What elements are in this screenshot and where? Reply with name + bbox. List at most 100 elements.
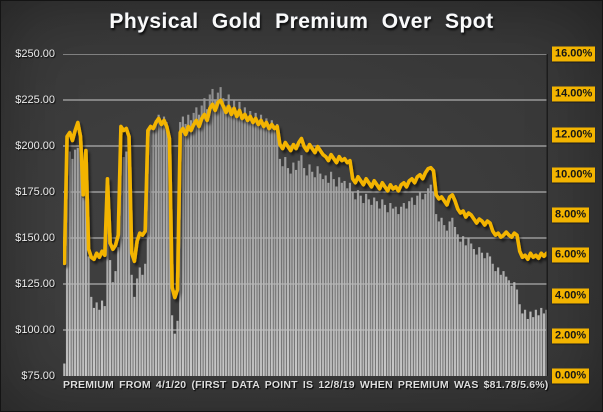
premium-dollar-bar bbox=[499, 274, 502, 376]
premium-dollar-bar bbox=[160, 123, 163, 376]
right-axis-tick-label: 16.00% bbox=[552, 46, 596, 62]
premium-dollar-bar bbox=[122, 157, 125, 376]
premium-dollar-bar bbox=[540, 307, 543, 376]
premium-dollar-bar bbox=[173, 333, 176, 376]
premium-dollar-bar bbox=[421, 199, 424, 376]
premium-dollar-bar bbox=[475, 254, 478, 376]
left-axis-tick-label: $75.00 bbox=[21, 370, 55, 382]
premium-dollar-bar bbox=[278, 158, 281, 376]
premium-dollar-bar bbox=[100, 300, 104, 376]
premium-dollar-bar bbox=[125, 151, 128, 376]
premium-dollar-bar bbox=[432, 192, 435, 376]
premium-dollar-bar bbox=[95, 302, 98, 376]
premium-dollar-bar bbox=[497, 267, 500, 376]
premium-dollar-bar bbox=[76, 147, 79, 376]
premium-dollar-bar bbox=[141, 274, 144, 376]
premium-dollar-bar bbox=[440, 217, 443, 376]
premium-dollar-bar bbox=[507, 280, 510, 376]
premium-dollar-bar bbox=[356, 190, 360, 376]
premium-dollar-bar bbox=[429, 184, 432, 376]
premium-dollar-bar bbox=[534, 309, 537, 376]
premium-dollar-bar bbox=[68, 151, 71, 376]
premium-dollar-bar bbox=[82, 197, 85, 376]
premium-dollar-bar bbox=[324, 175, 327, 376]
premium-dollar-bar bbox=[127, 160, 131, 376]
premium-dollar-bar bbox=[214, 100, 217, 376]
premium-dollar-bar bbox=[340, 182, 343, 376]
premium-dollar-bar bbox=[370, 204, 373, 376]
premium-dollar-bar bbox=[391, 208, 395, 376]
premium-dollar-bar bbox=[537, 315, 540, 376]
premium-dollar-bar bbox=[251, 120, 255, 376]
premium-dollar-bar bbox=[222, 98, 225, 376]
premium-dollar-bar bbox=[206, 109, 209, 376]
premium-dollar-bar bbox=[146, 133, 149, 376]
premium-dollar-bar bbox=[316, 166, 319, 376]
premium-dollar-bar bbox=[346, 188, 349, 376]
premium-dollar-bar bbox=[284, 157, 287, 376]
premium-dollar-bar bbox=[381, 199, 384, 376]
premium-dollar-bar bbox=[448, 221, 451, 376]
premium-dollar-bar bbox=[327, 182, 330, 376]
premium-dollar-bar bbox=[445, 230, 449, 376]
premium-dollar-bar bbox=[300, 155, 303, 376]
premium-dollar-bar bbox=[187, 114, 190, 376]
premium-dollar-bar bbox=[265, 118, 268, 376]
premium-dollar-bar bbox=[133, 296, 136, 376]
premium-dollar-bar bbox=[416, 195, 419, 376]
premium-dollar-bar bbox=[203, 98, 206, 376]
premium-dollar-bar bbox=[305, 175, 308, 376]
premium-dollar-bar bbox=[154, 120, 158, 376]
left-axis-tick-label: $250.00 bbox=[15, 48, 55, 60]
premium-dollar-bar bbox=[227, 94, 230, 376]
premium-dollar-bar bbox=[394, 206, 397, 376]
plot-area bbox=[63, 54, 548, 376]
premium-dollar-bar bbox=[332, 179, 335, 376]
premium-dollar-bar bbox=[470, 243, 473, 376]
premium-dollar-bar bbox=[103, 306, 106, 376]
premium-dollar-bar bbox=[378, 208, 381, 376]
right-axis-tick-label: 0.00% bbox=[552, 368, 590, 384]
premium-dollar-bar bbox=[273, 127, 276, 376]
premium-dollar-bar bbox=[542, 313, 546, 376]
premium-dollar-bar bbox=[410, 197, 413, 376]
right-axis-tick-label: 10.00% bbox=[552, 167, 596, 183]
premium-dollar-bar bbox=[114, 271, 117, 376]
premium-dollar-bar bbox=[138, 267, 141, 376]
premium-dollar-bar bbox=[184, 123, 187, 376]
premium-dollar-bar bbox=[435, 214, 438, 376]
premium-dollar-bar bbox=[241, 114, 244, 376]
premium-dollar-bar bbox=[179, 122, 182, 376]
premium-dollar-bar bbox=[480, 252, 484, 376]
premium-dollar-bar bbox=[181, 116, 184, 376]
premium-dollar-bar bbox=[472, 249, 475, 376]
premium-dollar-bar bbox=[197, 114, 201, 376]
premium-dollar-bar bbox=[335, 186, 338, 376]
premium-dollar-bar bbox=[136, 278, 139, 376]
premium-dollar-bar bbox=[216, 92, 219, 376]
right-axis-tick-label: 6.00% bbox=[552, 247, 590, 263]
premium-dollar-bar bbox=[427, 188, 430, 376]
premium-dollar-bar bbox=[313, 177, 316, 376]
premium-dollar-bar bbox=[157, 114, 160, 376]
premium-dollar-bar bbox=[521, 313, 524, 376]
premium-dollar-bar bbox=[319, 173, 322, 376]
left-axis-tick-label: $150.00 bbox=[15, 232, 55, 244]
left-axis-tick-label: $225.00 bbox=[15, 94, 55, 106]
chart-title: Physical Gold Premium Over Spot bbox=[109, 10, 494, 33]
premium-dollar-bar bbox=[437, 221, 440, 376]
premium-dollar-bar bbox=[84, 164, 87, 376]
premium-dollar-bar bbox=[238, 101, 241, 376]
premium-dollar-bar bbox=[502, 271, 505, 376]
chart-caption: PREMIUM FROM 4/1/20 (FIRST DATA POINT IS… bbox=[63, 379, 549, 391]
premium-dollar-bar bbox=[281, 166, 284, 376]
right-axis-tick-label: 4.00% bbox=[552, 288, 590, 303]
premium-dollar-bar bbox=[367, 199, 370, 376]
premium-dollar-bar bbox=[92, 307, 96, 376]
premium-dollar-bar bbox=[117, 247, 120, 376]
premium-dollar-bar bbox=[462, 236, 465, 376]
right-axis-tick-label: 14.00% bbox=[552, 86, 596, 102]
premium-dollar-bar bbox=[365, 193, 368, 376]
premium-dollar-bar bbox=[397, 214, 400, 376]
